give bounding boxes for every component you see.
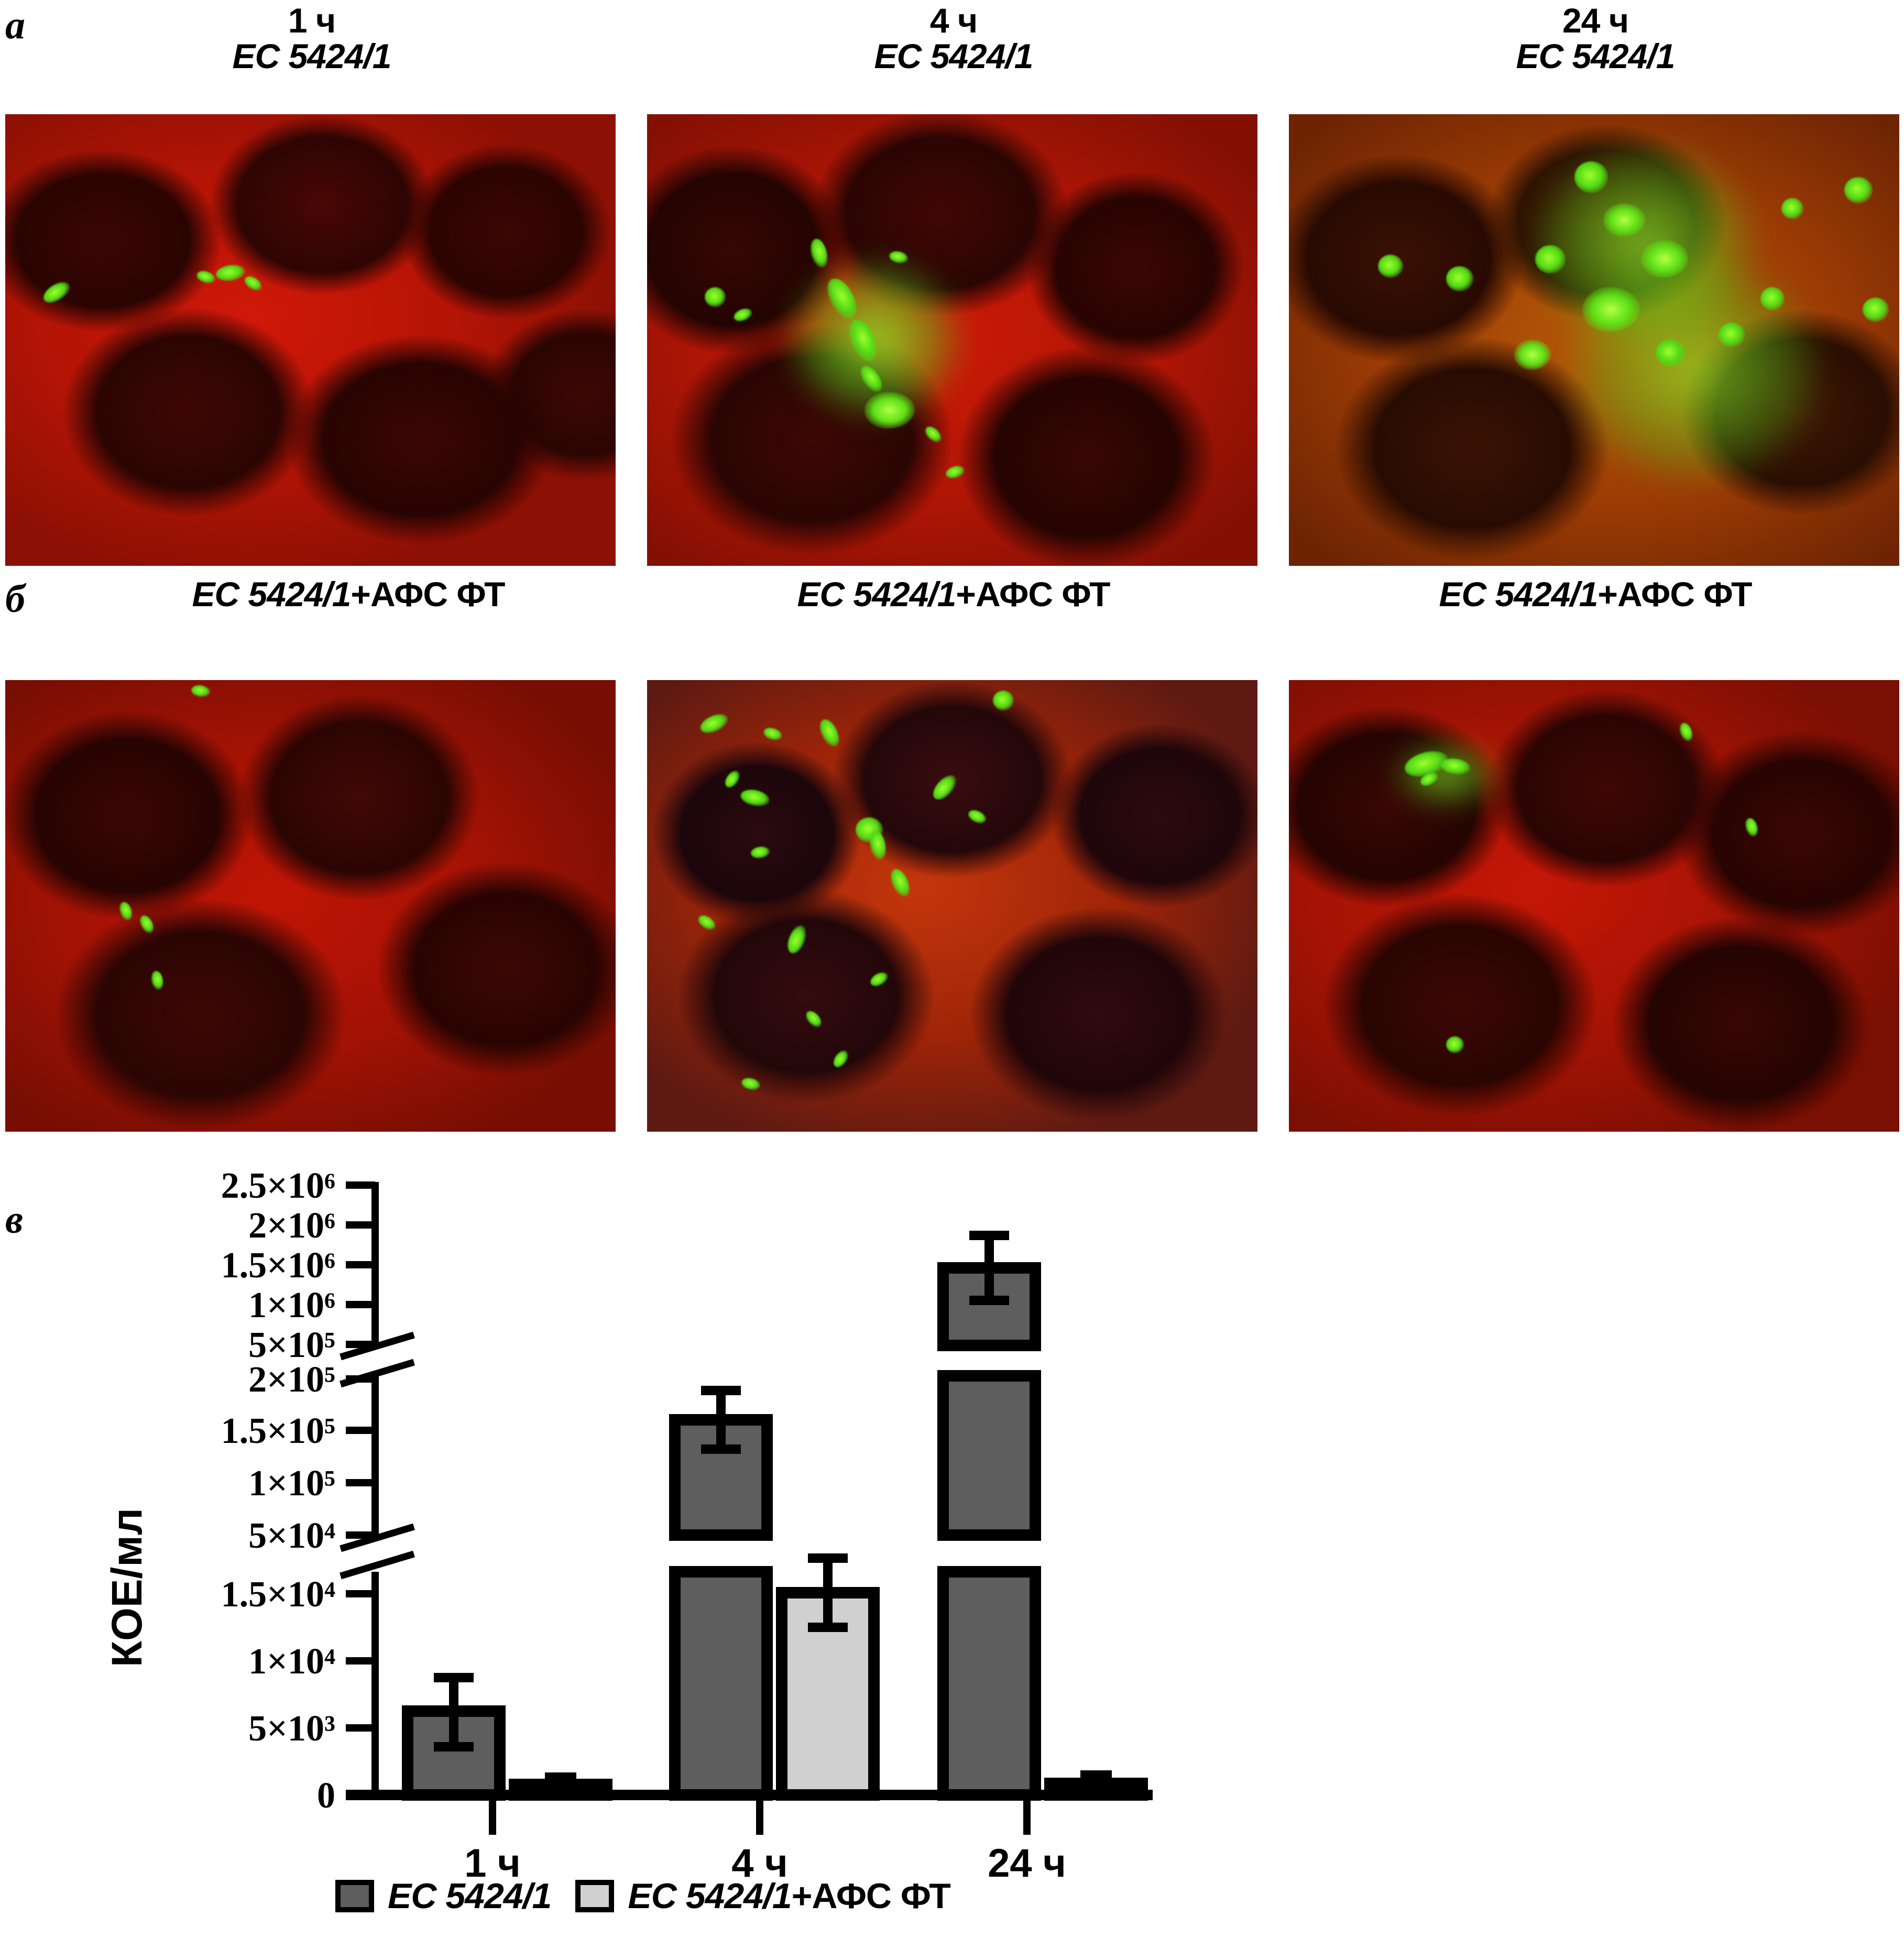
y-ticks-top (346, 1181, 375, 1348)
bar-group-4h (669, 1386, 880, 1801)
bacterium (1378, 255, 1403, 278)
column-strain-label: ЕС 5424/1+АФС ФТ (797, 575, 1111, 614)
column-header-b-4h: ЕС 5424/1+АФС ФТ (647, 576, 1260, 612)
column-time-label: 1 ч (288, 1, 336, 40)
bar-group-24h (937, 1231, 1148, 1801)
errorbar-light-1h (545, 1772, 576, 1792)
errorbar-light-4h (808, 1553, 848, 1632)
column-time-label: 4 ч (929, 1, 978, 40)
errorbar-light-24h (1080, 1770, 1112, 1791)
bacterium (1535, 245, 1566, 273)
bacterium (1641, 240, 1688, 278)
panel-letter-a: а (5, 3, 25, 47)
chart-legend: ЕС 5424/1 ЕС 5424/1+АФС ФТ (335, 1876, 951, 1917)
panel-letter-v: в (5, 1198, 23, 1242)
y-tick-label: 1.5×10⁶ (221, 1245, 335, 1286)
column-header-a-1h: 1 ч ЕС 5424/1 (5, 3, 618, 75)
legend-swatch-light (575, 1880, 615, 1912)
chart-svg: КОЕ/мл 2.5×10⁶ 2×10⁶ 1.5×10⁶ (103, 1168, 1153, 1886)
y-tick-label: 2×10⁶ (248, 1206, 335, 1246)
x-tick-label: 4 ч (731, 1841, 788, 1886)
y-tick-label: 2×10⁵ (248, 1360, 335, 1400)
bacterium (1446, 266, 1473, 291)
bacterium (1760, 287, 1785, 310)
column-time-label: 24 ч (1562, 1, 1629, 40)
y-tick-label: 5×10⁵ (248, 1325, 335, 1365)
legend-item-dark: ЕС 5424/1 (335, 1876, 552, 1917)
x-ticks (489, 1795, 1031, 1835)
micrograph-b-1h (5, 680, 616, 1132)
micrograph-b-4h (647, 680, 1257, 1132)
y-tick-label: 5×10⁴ (248, 1516, 335, 1556)
bacterium (1781, 198, 1803, 219)
fluorescence-red-layer (1289, 680, 1899, 1132)
legend-label-light: ЕС 5424/1+АФС ФТ (628, 1876, 951, 1916)
bacterium (1863, 298, 1889, 322)
errorbar-dark-4h (701, 1386, 741, 1454)
fluorescence-red-layer (5, 114, 616, 566)
bacterium (865, 392, 915, 429)
x-tick-label: 24 ч (988, 1841, 1066, 1886)
column-header-a-24h: 24 ч ЕС 5424/1 (1289, 3, 1902, 75)
bar-dark-4h-lower (669, 1566, 773, 1801)
column-strain-label: ЕС 5424/1 (874, 37, 1034, 76)
legend-label-dark: ЕС 5424/1 (388, 1876, 552, 1916)
column-strain-label: ЕС 5424/1+АФС ФТ (192, 575, 506, 614)
y-tick-label: 1×10⁶ (248, 1285, 335, 1326)
errorbar-dark-24h (969, 1231, 1009, 1305)
y-tick-label: 0 (317, 1776, 335, 1816)
x-tick-label: 1 ч (464, 1841, 521, 1886)
legend-swatch-dark (335, 1880, 374, 1912)
bar-group-1h (402, 1673, 612, 1801)
y-tick-labels-middle: 2×10⁵ 1.5×10⁵ 1×10⁵ 5×10⁴ (221, 1360, 335, 1556)
column-header-a-4h: 4 ч ЕС 5424/1 (647, 3, 1260, 75)
y-tick-label: 1×10⁵ (248, 1463, 335, 1504)
x-tick-labels: 1 ч 4 ч 24 ч (464, 1841, 1066, 1886)
y-tick-label: 1.5×10⁵ (221, 1411, 335, 1451)
cfu-bar-chart: КОЕ/мл 2.5×10⁶ 2×10⁶ 1.5×10⁶ (0, 1168, 1904, 1949)
y-tick-labels-top: 2.5×10⁶ 2×10⁶ 1.5×10⁶ 1×10⁶ 5×10⁵ (221, 1168, 335, 1365)
bacterium (1603, 203, 1645, 237)
column-header-b-24h: ЕС 5424/1+АФС ФТ (1289, 576, 1902, 612)
y-tick-labels-bottom: 1.5×10⁴ 1×10⁴ 5×10³ 0 (221, 1574, 335, 1816)
column-strain-label: ЕС 5424/1+АФС ФТ (1439, 575, 1753, 614)
bacterium (1446, 1036, 1464, 1053)
y-ticks-bottom (346, 1590, 375, 1799)
bacterium (993, 691, 1014, 710)
y-tick-label: 5×10³ (248, 1709, 335, 1749)
y-axis-title: КОЕ/мл (103, 1508, 151, 1667)
bacterium (1574, 161, 1608, 193)
y-tick-label: 2.5×10⁶ (221, 1168, 335, 1206)
errorbar-dark-1h (434, 1673, 474, 1751)
bar-dark-24h-bottom (937, 1566, 1041, 1801)
legend-item-light: ЕС 5424/1+АФС ФТ (575, 1876, 951, 1917)
column-strain-label: ЕС 5424/1 (232, 37, 392, 76)
bacterium (1514, 340, 1551, 370)
fluorescence-red-layer (5, 680, 616, 1132)
fluorescence-red-layer (647, 680, 1257, 1132)
micrograph-b-24h (1289, 680, 1899, 1132)
micrograph-a-1h (5, 114, 616, 566)
bacterium (705, 287, 726, 307)
column-strain-label: ЕС 5424/1 (1516, 37, 1676, 76)
micrograph-a-4h (647, 114, 1257, 566)
bacterium (1719, 323, 1745, 347)
column-header-b-1h: ЕС 5424/1+АФС ФТ (79, 576, 618, 612)
bacterium (1656, 340, 1685, 367)
bacterium (1582, 287, 1640, 332)
bar-dark-24h-middle (937, 1370, 1041, 1541)
y-tick-label: 1.5×10⁴ (221, 1574, 335, 1615)
y-ticks-middle (346, 1375, 375, 1539)
bacterium (1844, 177, 1873, 203)
y-tick-label: 1×10⁴ (248, 1641, 335, 1682)
panel-letter-b: б (5, 577, 25, 621)
micrograph-a-24h (1289, 114, 1899, 566)
